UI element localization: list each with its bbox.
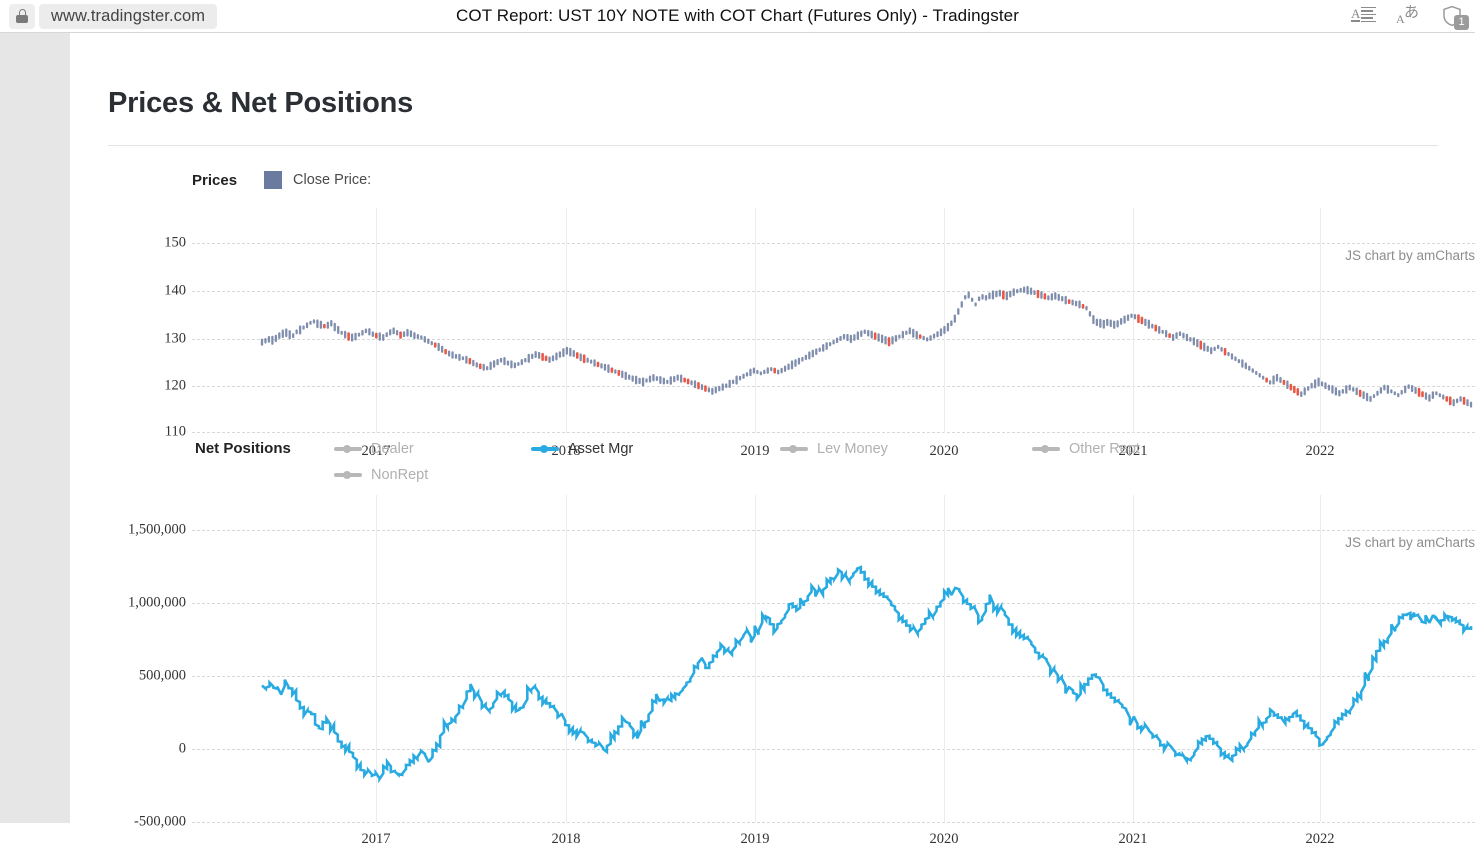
translate-kana: あ [1404,2,1420,21]
prices-xtick-2019: 2019 [740,443,770,459]
heading-divider [108,145,1438,146]
gridline-500000 [192,676,1475,677]
nonrept-legend-marker [334,471,362,479]
vgridline-2018 [566,495,567,822]
dealer-legend-label: Dealer [371,441,414,457]
translate-icon[interactable]: A あ [1396,4,1422,30]
legend-item-other-rept[interactable]: Other Rept [1032,441,1140,457]
url-text: www.tradingster.com [51,6,206,25]
toolbar-icon-group: A A あ 1 [1351,0,1469,33]
netpos-xtick-2018: 2018 [551,831,581,847]
lev-money-legend-marker [780,445,808,453]
nonrept-legend-label: NonRept [371,467,429,483]
netpos-xtick-2021: 2021 [1118,831,1148,847]
prices-xtick-2018: 2018 [551,443,581,459]
browser-toolbar: www.tradingster.com COT Report: UST 10Y … [0,0,1475,33]
vgridline-2017 [376,208,377,433]
vgridline-2022 [1320,208,1321,433]
legend-item-dealer[interactable]: Dealer [334,441,414,457]
netpos-ytick-1500000: 1,500,000 [128,521,186,538]
close-price-color-swatch [264,171,283,189]
gridline-140 [192,291,1475,292]
asset-mgr-legend-label: Asset Mgr [568,441,634,457]
vgridline-2020 [944,495,945,822]
gridline-130 [192,339,1475,340]
prices-plot-area: JS chart by amCharts [192,208,1475,433]
netpos-legend-row-1: Net Positions [195,440,291,457]
vgridline-2018 [566,208,567,433]
prices-ytick-120: 120 [164,377,186,394]
lev-money-legend-label: Lev Money [817,441,888,457]
page-content-card: Prices & Net Positions Prices Close Pric… [70,33,1475,847]
reader-lines [1361,6,1376,25]
window-title: COT Report: UST 10Y NOTE with COT Chart … [456,6,1019,25]
netpos-plot-area: JS chart by amCharts [192,495,1475,823]
net-positions-chart: Net Positions Dealer Asset Mgr Lev Money… [70,433,1475,847]
other-rept-legend-label: Other Rept [1069,441,1140,457]
prices-legend-title: Prices [192,171,238,189]
netpos-xtick-2022: 2022 [1305,831,1335,847]
legend-item-asset-mgr[interactable]: Asset Mgr [531,441,633,457]
netpos-legend-title: Net Positions [195,440,291,457]
lock-icon[interactable] [9,3,35,29]
reader-a-letter: A [1351,5,1361,22]
legend-item-nonrept[interactable]: NonRept [334,467,428,483]
netpos-amcharts-watermark: JS chart by amCharts [1345,535,1475,550]
other-rept-legend-marker [1032,445,1060,453]
vgridline-2022 [1320,495,1321,822]
gridline-120 [192,386,1475,387]
prices-amcharts-watermark: JS chart by amCharts [1345,248,1475,263]
asset-mgr-legend-marker [531,445,559,453]
prices-ytick-110: 110 [164,423,186,440]
prices-xtick-2021: 2021 [1118,443,1148,459]
netpos-xtick-2017: 2017 [361,831,391,847]
netpos-xtick-2019: 2019 [740,831,770,847]
legend-item-lev-money[interactable]: Lev Money [780,441,888,457]
page-title: Prices & Net Positions [108,87,414,119]
gridline-0 [192,749,1475,750]
vgridline-2019 [755,208,756,433]
tracking-shield-icon[interactable]: 1 [1441,4,1469,30]
prices-legend: Prices Close Price: [192,171,371,189]
prices-ytick-150: 150 [164,234,186,251]
prices-ytick-140: 140 [164,282,186,299]
netpos-xtick-2020: 2020 [929,831,959,847]
close-price-legend-label[interactable]: Close Price: [293,172,372,188]
prices-xtick-2022: 2022 [1305,443,1335,459]
netpos-ytick-1000000: 1,000,000 [128,594,186,611]
dealer-legend-marker [334,445,362,453]
netpos-ytick-500000: 500,000 [138,667,186,684]
netpos-ytick-neg500000: -500,000 [134,813,186,830]
tracker-count-badge: 1 [1454,14,1469,30]
prices-series-svg [260,285,1473,408]
vgridline-2020 [944,208,945,433]
netpos-series-svg [261,565,1473,784]
prices-ytick-130: 130 [164,330,186,347]
address-bar[interactable]: www.tradingster.com [39,3,218,29]
vgridline-2019 [755,495,756,822]
translate-latin-a: A [1396,11,1405,26]
gridline-150 [192,243,1475,244]
prices-xtick-2020: 2020 [929,443,959,459]
vgridline-2021 [1133,495,1134,822]
reader-view-icon[interactable]: A [1351,4,1377,30]
vgridline-2021 [1133,208,1134,433]
gridline-1500000 [192,530,1475,531]
gridline-110 [192,432,1475,433]
prices-xtick-2017: 2017 [361,443,391,459]
netpos-ytick-0: 0 [178,740,186,757]
gridline-1000000 [192,603,1475,604]
prices-chart: Prices Close Price: JS chart by amCharts… [70,33,1475,459]
vgridline-2017 [376,495,377,822]
